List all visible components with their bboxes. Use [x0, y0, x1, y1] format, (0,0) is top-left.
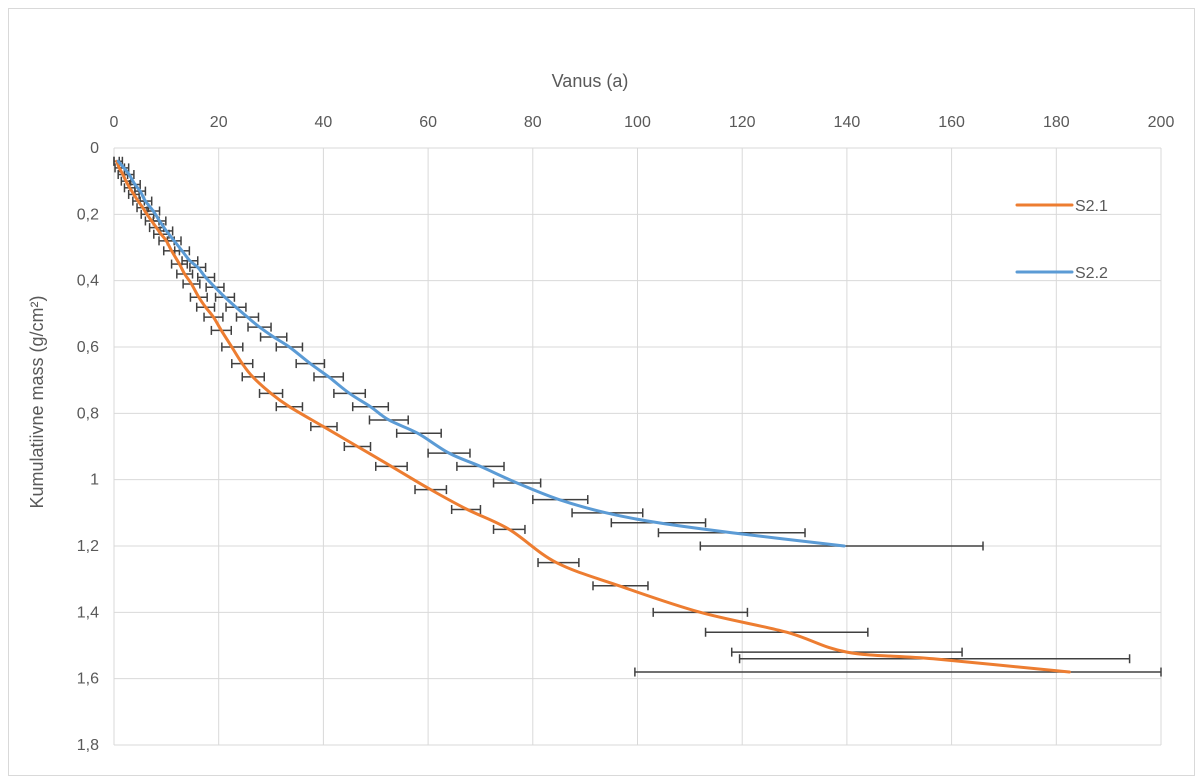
- y-axis-title: Kumulatiivne mass (g/cm²): [27, 295, 47, 508]
- y-tick-label: 0,6: [77, 339, 99, 356]
- error-bar: [634, 667, 1162, 677]
- x-tick-label: 0: [110, 114, 119, 131]
- x-tick-label: 120: [729, 114, 756, 131]
- x-tick-label: 200: [1148, 114, 1175, 131]
- y-tick-label: 0,2: [77, 206, 99, 223]
- y-tick-label: 0: [90, 140, 99, 157]
- y-tick-label: 1: [90, 472, 99, 489]
- y-tick-label: 1,6: [77, 671, 99, 688]
- x-tick-label: 40: [315, 114, 333, 131]
- y-tick-label: 1,4: [77, 604, 99, 621]
- tick-labels: 0 20 40 60 80 100 120 140 160 180 200 0 0,2 0,4 0,6 0,8…: [77, 114, 1175, 754]
- legend-label: S2.2: [1075, 265, 1108, 282]
- x-tick-label: 180: [1043, 114, 1070, 131]
- gridlines: [113, 147, 1162, 746]
- legend-item: S2.1: [1015, 198, 1108, 215]
- legend-label: S2.1: [1075, 198, 1108, 215]
- x-tick-label: 20: [210, 114, 228, 131]
- legend: S2.1 S2.2: [1015, 198, 1108, 282]
- x-tick-label: 80: [524, 114, 542, 131]
- y-tick-label: 0,4: [77, 273, 99, 290]
- x-axis-title: Vanus (a): [552, 71, 629, 91]
- y-tick-label: 1,2: [77, 538, 99, 555]
- x-tick-label: 100: [624, 114, 651, 131]
- chart-area: 0 20 40 60 80 100 120 140 160 180 200 0 0,2 0,4 0,6 0,8…: [8, 8, 1195, 776]
- legend-item: S2.2: [1015, 265, 1108, 282]
- y-tick-label: 1,8: [77, 737, 99, 754]
- series-line-s2-2: [116, 159, 846, 548]
- y-tick-label: 0,8: [77, 405, 99, 422]
- series-line-s2-1: [115, 159, 1071, 674]
- series-lines: [115, 159, 1071, 674]
- x-tick-label: 60: [419, 114, 437, 131]
- x-tick-label: 160: [938, 114, 965, 131]
- x-tick-label: 140: [834, 114, 861, 131]
- line-chart: 0 20 40 60 80 100 120 140 160 180 200 0 0,2 0,4 0,6 0,8…: [27, 71, 1175, 754]
